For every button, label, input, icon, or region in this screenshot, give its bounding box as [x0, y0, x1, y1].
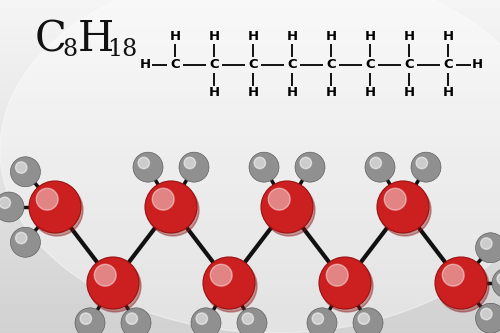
Circle shape: [365, 152, 395, 182]
Text: H: H: [404, 31, 414, 44]
Circle shape: [353, 308, 383, 333]
Text: H: H: [404, 87, 414, 100]
Text: H: H: [248, 31, 258, 44]
Circle shape: [94, 264, 116, 286]
Circle shape: [480, 308, 492, 320]
Circle shape: [492, 268, 500, 298]
Text: C: C: [170, 59, 180, 72]
Circle shape: [263, 184, 315, 236]
Circle shape: [254, 157, 266, 168]
Circle shape: [36, 188, 58, 210]
Circle shape: [379, 184, 431, 236]
Text: H: H: [78, 18, 114, 60]
Circle shape: [179, 152, 209, 182]
Circle shape: [435, 257, 487, 309]
Circle shape: [10, 157, 40, 187]
Text: H: H: [472, 59, 483, 72]
Text: H: H: [286, 87, 298, 100]
Circle shape: [0, 197, 10, 208]
Circle shape: [210, 264, 232, 286]
Circle shape: [261, 181, 313, 233]
Circle shape: [145, 181, 197, 233]
Text: H: H: [286, 31, 298, 44]
Circle shape: [80, 313, 92, 324]
Circle shape: [437, 260, 489, 312]
Circle shape: [191, 308, 221, 333]
Circle shape: [0, 192, 24, 222]
Circle shape: [295, 152, 325, 182]
Circle shape: [138, 157, 149, 168]
Circle shape: [237, 308, 267, 333]
Text: H: H: [248, 87, 258, 100]
Text: H: H: [326, 87, 336, 100]
Text: H: H: [326, 31, 336, 44]
Text: H: H: [442, 87, 454, 100]
Circle shape: [203, 257, 255, 309]
Circle shape: [476, 233, 500, 263]
Circle shape: [384, 188, 406, 210]
Circle shape: [321, 260, 373, 312]
Circle shape: [307, 308, 337, 333]
Circle shape: [184, 157, 196, 168]
Circle shape: [126, 313, 138, 324]
Circle shape: [326, 264, 348, 286]
Circle shape: [497, 273, 500, 284]
Circle shape: [152, 188, 174, 210]
Circle shape: [29, 181, 81, 233]
Text: H: H: [208, 31, 220, 44]
Circle shape: [312, 313, 324, 324]
Circle shape: [416, 157, 428, 168]
Circle shape: [442, 264, 464, 286]
Text: C: C: [326, 59, 336, 72]
Circle shape: [133, 152, 163, 182]
Text: C: C: [404, 59, 414, 72]
Text: C: C: [287, 59, 297, 72]
Circle shape: [16, 232, 27, 244]
Circle shape: [121, 308, 151, 333]
Text: H: H: [364, 87, 376, 100]
Circle shape: [411, 152, 441, 182]
Circle shape: [205, 260, 257, 312]
Text: H: H: [140, 59, 151, 72]
Text: H: H: [364, 31, 376, 44]
Text: H: H: [170, 31, 180, 44]
Text: 18: 18: [107, 38, 137, 61]
Circle shape: [196, 313, 207, 324]
Text: H: H: [442, 31, 454, 44]
Text: C: C: [35, 18, 67, 60]
Circle shape: [249, 152, 279, 182]
Text: C: C: [443, 59, 453, 72]
Text: C: C: [248, 59, 258, 72]
Circle shape: [476, 303, 500, 333]
Circle shape: [358, 313, 370, 324]
Circle shape: [370, 157, 382, 168]
Circle shape: [31, 184, 83, 236]
Circle shape: [300, 157, 312, 168]
Circle shape: [319, 257, 371, 309]
Circle shape: [75, 308, 105, 333]
Circle shape: [147, 184, 199, 236]
Circle shape: [377, 181, 429, 233]
Circle shape: [16, 162, 27, 173]
Text: 8: 8: [62, 38, 77, 61]
Text: C: C: [365, 59, 375, 72]
Circle shape: [268, 188, 290, 210]
Circle shape: [242, 313, 254, 324]
Text: H: H: [208, 87, 220, 100]
Circle shape: [10, 227, 40, 257]
Circle shape: [89, 260, 141, 312]
Circle shape: [87, 257, 139, 309]
Text: C: C: [209, 59, 219, 72]
Circle shape: [480, 238, 492, 249]
